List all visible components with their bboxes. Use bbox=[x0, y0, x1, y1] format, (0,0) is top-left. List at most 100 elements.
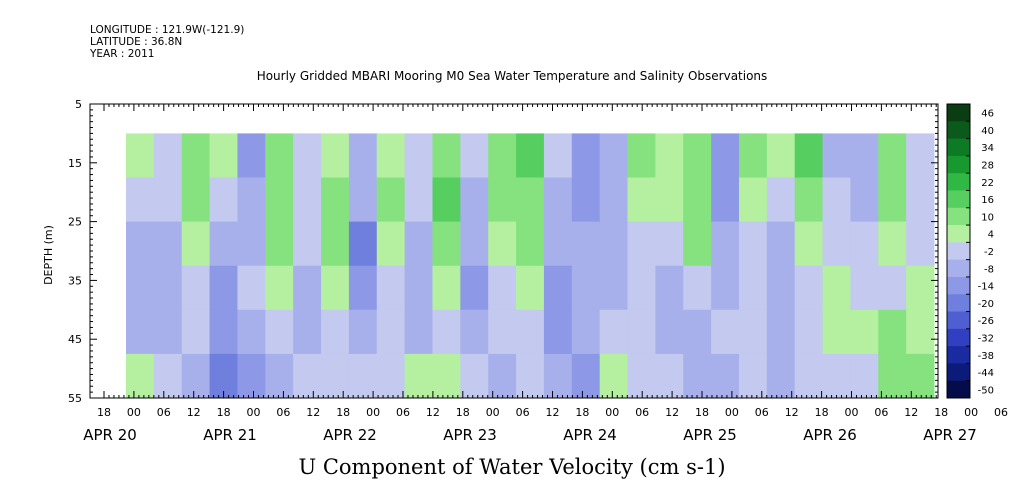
heatmap-cell bbox=[766, 133, 796, 178]
heatmap-cell bbox=[543, 177, 573, 223]
y-tick-label: 25 bbox=[68, 216, 82, 229]
x-tick-label: 06 bbox=[994, 406, 1008, 419]
x-tick-label: 06 bbox=[516, 406, 530, 419]
heatmap-cell bbox=[321, 265, 350, 311]
heatmap-cell bbox=[237, 221, 266, 267]
heatmap-cell bbox=[599, 133, 629, 178]
heatmap-cell bbox=[126, 353, 155, 399]
heatmap-cell bbox=[460, 221, 489, 267]
colorbar-swatch bbox=[947, 190, 970, 209]
heatmap-cell bbox=[766, 309, 796, 355]
x-tick-label: 18 bbox=[456, 406, 470, 419]
colorbar-swatch bbox=[947, 311, 970, 330]
y-tick-label: 5 bbox=[75, 98, 82, 111]
y-tick-label: 45 bbox=[68, 333, 82, 346]
heatmap-cell bbox=[543, 221, 573, 267]
heatmap-cell bbox=[348, 221, 378, 267]
heatmap-cell bbox=[878, 353, 907, 399]
x-tick-label: 00 bbox=[247, 406, 261, 419]
heatmap-cell bbox=[126, 265, 155, 311]
colorbar-label: -50 bbox=[978, 385, 994, 396]
colorbar-legend: 46 40 34 28 22 16 10 4 -2 -8 -14 -20 -26 -32 -38 -44 -50 bbox=[946, 103, 994, 399]
heatmap-cell bbox=[822, 353, 851, 399]
heatmap-cell bbox=[404, 353, 433, 399]
colorbar-label: 46 bbox=[981, 109, 994, 120]
colorbar-swatch bbox=[947, 346, 970, 364]
heatmap-cell bbox=[543, 309, 573, 355]
x-tick-label: 18 bbox=[336, 406, 350, 419]
colorbar-swatch bbox=[947, 173, 970, 191]
x-tick-label: 18 bbox=[695, 406, 709, 419]
x-tick-label: 00 bbox=[605, 406, 619, 419]
colorbar-swatch bbox=[947, 207, 970, 226]
heatmap-cell bbox=[209, 221, 238, 267]
colorbar-label: -14 bbox=[978, 282, 994, 293]
heatmap-cell bbox=[766, 353, 796, 399]
heatmap-cell bbox=[126, 309, 155, 355]
heatmap-cell bbox=[711, 265, 740, 311]
heatmap-cell bbox=[850, 265, 879, 311]
heatmap-cell bbox=[126, 221, 155, 267]
heatmap-cell bbox=[878, 221, 907, 267]
x-date-label: APR 23 bbox=[443, 426, 497, 444]
heatmap-cell bbox=[794, 177, 824, 223]
heatmap-cell bbox=[153, 353, 183, 399]
latitude-text: LATITUDE : 36.8N bbox=[90, 36, 183, 48]
heatmap-cell bbox=[404, 309, 433, 355]
y-tick-label: 15 bbox=[68, 157, 82, 170]
x-date-label: APR 22 bbox=[323, 426, 377, 444]
heatmap-cell bbox=[599, 177, 629, 223]
heatmap-cell bbox=[181, 309, 211, 355]
x-date-label: APR 27 bbox=[923, 426, 977, 444]
heatmap-cell bbox=[906, 221, 935, 267]
colorbar-label: -2 bbox=[984, 247, 994, 258]
heatmap-cell bbox=[348, 309, 378, 355]
colorbar-swatch bbox=[947, 276, 970, 295]
heatmap-cell bbox=[237, 353, 266, 399]
heatmap-cell bbox=[376, 221, 406, 267]
heatmap-cell bbox=[404, 133, 433, 178]
colorbar-label: -26 bbox=[978, 316, 994, 327]
heatmap-cell bbox=[599, 309, 629, 355]
heatmap-cell bbox=[209, 133, 238, 178]
heatmap-cell bbox=[516, 133, 545, 178]
heatmap-cell bbox=[516, 353, 545, 399]
heatmap-cell bbox=[711, 177, 740, 223]
heatmap-cell bbox=[655, 221, 684, 267]
heatmap-cell bbox=[711, 353, 740, 399]
heatmap-cell bbox=[599, 353, 629, 399]
plot-area bbox=[89, 103, 939, 399]
colorbar-label: 22 bbox=[981, 178, 994, 189]
x-axis: 18 00 06 12 18 00 06 12 18 00 06 12 18 00 06 12 18 00 06 12… bbox=[83, 104, 1008, 444]
heatmap-cell bbox=[181, 221, 211, 267]
year-text: YEAR : 2011 bbox=[90, 48, 155, 60]
heatmap-cell bbox=[683, 309, 712, 355]
heatmap-cell bbox=[321, 353, 350, 399]
heatmap-cell bbox=[599, 221, 629, 267]
heatmap-cell bbox=[488, 133, 517, 178]
heatmap-cell bbox=[460, 353, 489, 399]
heatmap-cell bbox=[766, 265, 796, 311]
heatmap-cell bbox=[543, 353, 573, 399]
heatmap-cell bbox=[655, 177, 684, 223]
x-tick-label: 06 bbox=[874, 406, 888, 419]
x-tick-label: 18 bbox=[575, 406, 589, 419]
heatmap-cell bbox=[627, 221, 656, 267]
x-tick-label: 06 bbox=[396, 406, 410, 419]
x-tick-label: 00 bbox=[725, 406, 739, 419]
colorbar-label: 34 bbox=[981, 143, 994, 154]
heatmap-cell bbox=[488, 265, 517, 311]
heatmap-cell bbox=[738, 177, 768, 223]
heatmap-cell bbox=[850, 221, 879, 267]
heatmap-cell bbox=[738, 221, 768, 267]
colorbar-swatch bbox=[947, 138, 970, 157]
colorbar-label: 4 bbox=[988, 230, 994, 241]
heatmap-cell bbox=[822, 309, 851, 355]
heatmap-cell bbox=[516, 221, 545, 267]
chart-title: Hourly Gridded MBARI Mooring M0 Sea Wate… bbox=[257, 69, 768, 83]
heatmap-cell bbox=[627, 265, 656, 311]
heatmap-cell bbox=[822, 221, 851, 267]
heatmap-cell bbox=[738, 133, 768, 178]
heatmap-cell bbox=[878, 177, 907, 223]
